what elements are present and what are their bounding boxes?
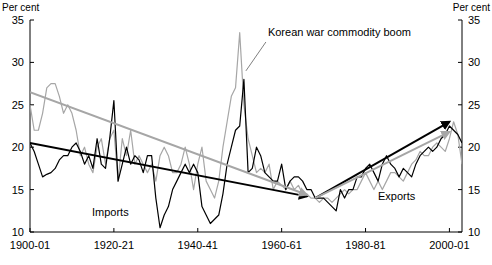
y-tick-left	[30, 20, 34, 21]
x-tick-label: 1900-01	[10, 239, 50, 251]
trend-arrow	[30, 143, 307, 196]
trend-arrow	[315, 122, 449, 198]
x-tick-label: 1980-81	[345, 239, 385, 251]
series-label: Exports	[378, 190, 416, 202]
annotations: Korean war commodity boom Imports Exports	[92, 26, 416, 218]
y-tick-right	[458, 20, 462, 21]
trend-arrow	[30, 92, 307, 195]
plot-area	[30, 33, 462, 228]
y-tick-label-left: 10	[12, 226, 24, 238]
x-tick	[113, 228, 114, 232]
x-tick-label: 2000-01	[429, 239, 469, 251]
y-tick-right	[458, 104, 462, 105]
y-tick-label-left: 15	[12, 184, 24, 196]
x-axis	[30, 232, 462, 233]
trend-arrow	[315, 132, 449, 198]
x-tick	[30, 228, 31, 232]
y-tick-label-left: 20	[12, 141, 24, 153]
y-tick-left	[30, 189, 34, 190]
x-tick-label: 1940-41	[178, 239, 218, 251]
y-tick-right	[458, 189, 462, 190]
y-tick-label-right: 25	[468, 99, 480, 111]
x-tick	[197, 228, 198, 232]
annotation-text: Korean war commodity boom	[268, 26, 411, 38]
y-tick-label-right: 35	[468, 14, 480, 26]
chart: 10 10 15 15 20 20 25 25 30 30 35 35 1900-01 1920-21 19…	[0, 0, 492, 265]
y-tick-label-right: 20	[468, 141, 480, 153]
y-tick-label-right: 30	[468, 56, 480, 68]
y-tick-label-left: 30	[12, 56, 24, 68]
x-tick-label: 1920-21	[94, 239, 134, 251]
y-tick-label-left: 25	[12, 99, 24, 111]
y-tick-right	[458, 62, 462, 63]
series-label: Imports	[92, 206, 129, 218]
y-tick-left	[30, 232, 34, 233]
y-tick-right	[458, 232, 462, 233]
y-axis-right	[462, 20, 463, 232]
y-tick-label-right: 10	[468, 226, 480, 238]
y-tick-left	[30, 62, 34, 63]
y-axis-left	[30, 20, 31, 232]
y-tick-label-right: 15	[468, 184, 480, 196]
y-axis-title-left: Per cent	[2, 2, 39, 13]
y-tick-label-left: 35	[12, 14, 24, 26]
x-tick	[365, 228, 366, 232]
annotation-leader	[246, 42, 266, 71]
x-tick	[281, 228, 282, 232]
axes: 10 10 15 15 20 20 25 25 30 30 35 35 1900-01 1920-21 19…	[2, 2, 490, 251]
x-tick	[449, 228, 450, 232]
y-axis-title-right: Per cent	[453, 2, 490, 13]
series-line	[30, 79, 462, 227]
x-tick-label: 1960-61	[261, 239, 301, 251]
